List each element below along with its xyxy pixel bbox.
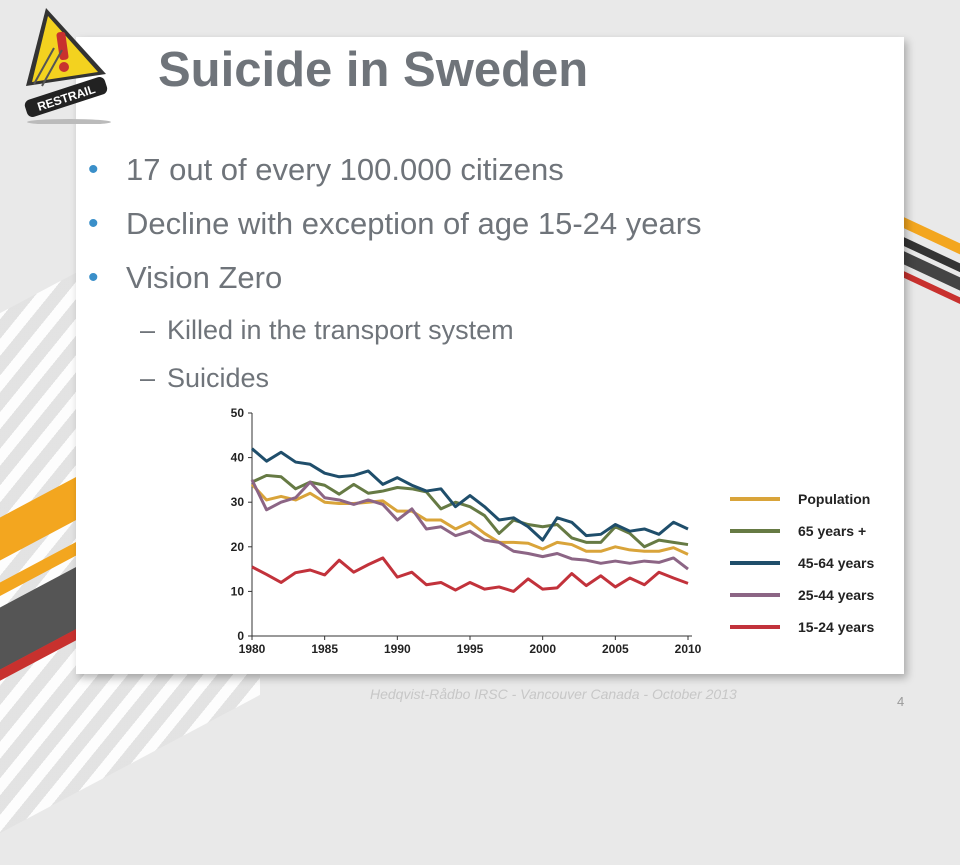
y-tick-label: 30	[231, 495, 245, 509]
bullet-item: • 17 out of every 100.000 citizens	[88, 150, 888, 204]
bullet-item: • Decline with exception of age 15-24 ye…	[88, 204, 888, 258]
legend-label: 15-24 years	[798, 619, 875, 635]
series-line	[251, 473, 689, 549]
series-line	[250, 479, 689, 571]
y-tick-label: 40	[231, 451, 245, 465]
logo-text: RESTRAIL	[36, 82, 97, 114]
x-tick-label: 2005	[602, 642, 629, 656]
dash-marker: –	[140, 315, 156, 345]
bullet-marker: •	[88, 261, 99, 294]
x-tick-label: 1995	[457, 642, 484, 656]
bullet-item: • Vision Zero	[88, 258, 888, 312]
bullet-text: Decline with exception of age 15-24 year…	[126, 206, 702, 241]
series-line	[250, 483, 689, 556]
sub-bullet-text: Suicides	[167, 363, 270, 393]
legend-label: 45-64 years	[798, 555, 875, 571]
bullet-marker: •	[88, 153, 99, 186]
bullet-list: • 17 out of every 100.000 citizens • Dec…	[88, 150, 888, 408]
restrail-logo: RESTRAIL	[24, 8, 111, 124]
suicide-rate-line-chart: 0 10 20 30 40 50 1980 1985 1990 1995 2000 2005 2010 P…	[231, 406, 875, 656]
series-line	[251, 556, 689, 593]
bullet-text: Vision Zero	[126, 260, 283, 295]
x-tick-label: 1980	[239, 642, 266, 656]
sub-bullet-item: – Killed in the transport system	[88, 312, 888, 360]
legend-label: Population	[798, 491, 870, 507]
page-title: Suicide in Sweden	[158, 43, 589, 97]
x-tick-label: 1990	[384, 642, 411, 656]
bullet-marker: •	[88, 207, 99, 240]
sub-bullet-text: Killed in the transport system	[167, 315, 514, 345]
y-tick-label: 50	[231, 406, 245, 420]
x-tick-label: 2000	[529, 642, 556, 656]
x-tick-label: 1985	[311, 642, 338, 656]
bullet-text: 17 out of every 100.000 citizens	[126, 152, 564, 187]
page-number: 4	[897, 694, 905, 709]
y-tick-label: 10	[231, 584, 245, 598]
footer-text: Hedqvist-Rådbo IRSC - Vancouver Canada -…	[370, 686, 737, 702]
sub-bullet-item: – Suicides	[88, 360, 888, 408]
dash-marker: –	[140, 363, 156, 393]
legend-label: 25-44 years	[798, 587, 875, 603]
legend-label: 65 years +	[798, 523, 866, 539]
x-tick-label: 2010	[675, 642, 702, 656]
series-line	[251, 447, 689, 542]
y-tick-label: 0	[237, 629, 244, 643]
y-tick-label: 20	[231, 540, 245, 554]
slide-panel	[76, 37, 904, 674]
